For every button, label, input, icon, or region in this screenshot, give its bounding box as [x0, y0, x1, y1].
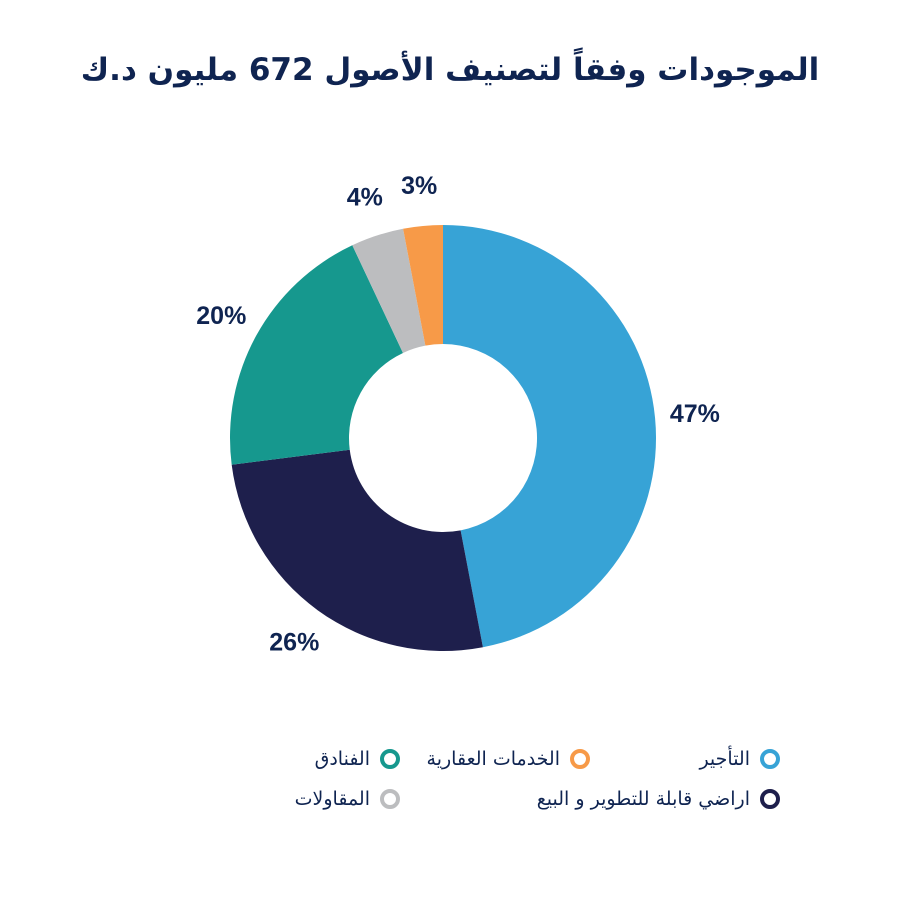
legend-marker-leasing — [760, 749, 780, 769]
slice-real-estate-services — [403, 225, 443, 346]
slice-contracting — [352, 228, 426, 353]
legend-item-land-development: اراضي قابلة للتطوير و البيع — [400, 788, 780, 810]
legend-item-leasing: التأجير — [590, 748, 780, 770]
slice-land-development — [231, 449, 483, 652]
legend-marker-hotels — [380, 749, 400, 769]
slice-label-leasing: 47% — [670, 400, 720, 428]
chart-legend: التأجير الخدمات العقارية الفنادق اراضي ق… — [220, 748, 780, 810]
legend-item-hotels: الفنادق — [220, 748, 400, 770]
slice-label-real-estate-services: 3% — [401, 172, 437, 200]
legend-marker-real-estate-services — [570, 749, 590, 769]
legend-label-contracting: المقاولات — [294, 788, 370, 810]
legend-marker-contracting — [380, 789, 400, 809]
legend-label-hotels: الفنادق — [314, 748, 370, 770]
legend-item-real-estate-services: الخدمات العقارية — [400, 748, 590, 770]
slice-hotels — [229, 245, 403, 465]
legend-label-land-development: اراضي قابلة للتطوير و البيع — [536, 788, 750, 810]
legend-label-leasing: التأجير — [699, 748, 750, 770]
chart-title: الموجودات وفقاً لتصنيف الأصول 672 مليون … — [80, 52, 820, 88]
legend-item-contracting: المقاولات — [220, 788, 400, 810]
legend-marker-land-development — [760, 789, 780, 809]
slice-label-hotels: 20% — [196, 302, 246, 330]
slice-leasing — [443, 225, 657, 648]
slice-label-land-development: 26% — [269, 629, 319, 657]
slice-label-contracting: 4% — [347, 183, 383, 211]
legend-label-real-estate-services: الخدمات العقارية — [426, 748, 560, 770]
donut-labels: 47% 26% 20% 4% 3% — [196, 172, 720, 657]
donut-slices — [229, 225, 657, 652]
